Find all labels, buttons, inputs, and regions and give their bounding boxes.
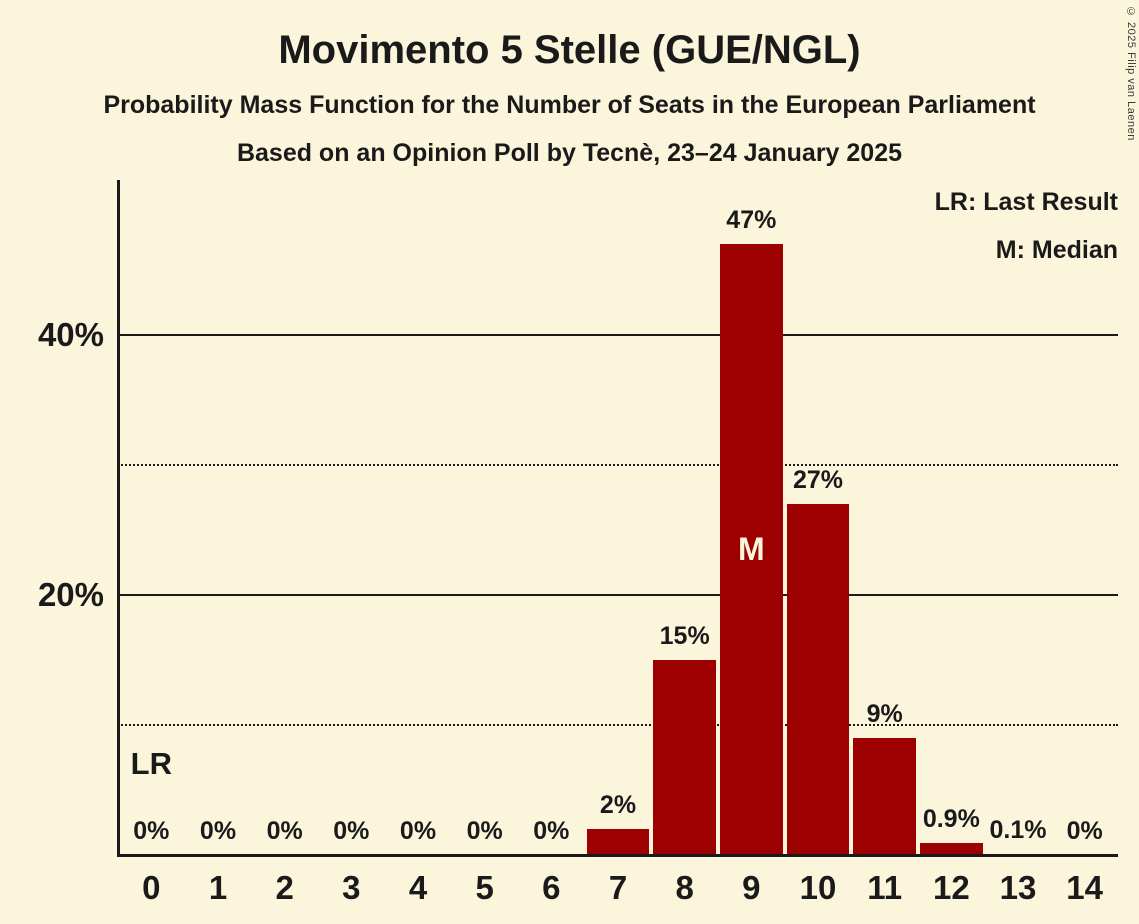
x-axis-label-7: 7 [608,869,628,906]
y-axis-line [117,180,120,857]
bar-value-label-6: 0% [533,817,570,845]
x-axis-label-14: 14 [1066,869,1104,906]
bar-value-label-8: 15% [659,622,710,650]
x-axis-label-2: 2 [275,869,294,906]
x-axis-line [117,854,1118,857]
bar-value-label-11: 9% [866,700,903,728]
chart-subtitle-1: Probability Mass Function for the Number… [103,91,1036,119]
gridline-dotted-30pct [118,464,1118,466]
x-axis-label-8: 8 [675,869,694,906]
x-axis-label-12: 12 [932,869,970,906]
bar-seat-10 [786,504,850,855]
gridline-solid-20pct [118,594,1118,596]
x-axis-label-3: 3 [342,869,361,906]
gridline-solid-40pct [118,334,1118,336]
chart-title: Movimento 5 Stelle (GUE/NGL) [278,28,861,72]
bar-value-label-4: 0% [399,817,437,845]
legend-last-result: LR: Last Result [934,188,1118,216]
bar-value-label-9: 47% [726,206,777,234]
copyright-notice: © 2025 Filip van Laenen [1125,6,1137,141]
x-axis-label-0: 0 [142,869,161,906]
bar-value-label-12: 0.9% [922,805,980,834]
bar-seat-11 [853,738,916,855]
bar-value-label-3: 0% [333,817,370,845]
x-axis-label-10: 10 [799,869,837,906]
bar-seat-9 [720,244,783,855]
bar-seat-12 [920,843,983,855]
x-axis-label-5: 5 [475,869,494,906]
bar-value-label-1: 0% [199,817,237,845]
x-axis-label-1: 1 [208,869,228,906]
bar-value-label-5: 0% [466,817,503,845]
median-marker: M [738,531,765,567]
bar-value-label-2: 0% [266,817,303,845]
bar-seat-8 [653,660,716,855]
x-axis-label-11: 11 [867,869,903,906]
chart-subtitle-2: Based on an Opinion Poll by Tecnè, 23–24… [236,139,903,167]
x-axis-label-4: 4 [408,869,428,906]
y-axis-label-20%: 20% [37,576,104,613]
bar-value-label-10: 27% [792,466,844,494]
x-axis-label-6: 6 [542,869,561,906]
x-axis-label-13: 13 [999,869,1037,906]
bar-value-label-7: 2% [599,791,637,819]
last-result-marker: LR [130,746,172,781]
bar-value-label-14: 0% [1066,817,1103,845]
bar-value-label-0: 0% [133,817,170,845]
bar-value-label-13: 0.1% [989,815,1047,844]
y-axis-label-40%: 40% [37,316,104,353]
legend-median: M: Median [995,236,1118,264]
x-axis-label-9: 9 [742,869,761,906]
bar-seat-7 [586,829,650,855]
gridline-dotted-10pct [118,724,1118,726]
